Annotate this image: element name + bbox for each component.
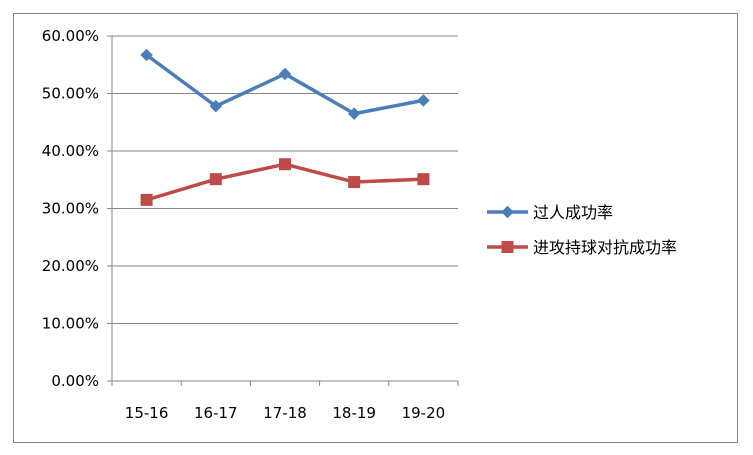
y-tick-label: 60.00% xyxy=(42,27,99,45)
data-point xyxy=(140,193,153,206)
legend-marker xyxy=(501,205,514,219)
y-axis-tick-labels: 0.00% 10.00% 20.00% 30.00% 40.00% 50.00% 60.00… xyxy=(42,27,99,390)
data-point xyxy=(209,99,223,113)
y-tick-label: 50.00% xyxy=(42,85,99,103)
legend-entry: 过人成功率 xyxy=(487,203,613,222)
series-line xyxy=(145,53,424,116)
y-tick-label: 30.00% xyxy=(42,200,99,218)
data-point xyxy=(417,94,430,107)
x-tick-label: 19-20 xyxy=(402,404,446,422)
data-point xyxy=(140,48,153,62)
y-tick-label: 20.00% xyxy=(42,257,99,275)
x-axis-tick-labels: 15-16 16-17 17-18 18-19 19-20 xyxy=(125,404,445,422)
data-point xyxy=(209,173,222,186)
legend-entry: 进攻持球对抗成功率 xyxy=(487,238,677,257)
legend-label: 进攻持球对抗成功率 xyxy=(533,238,677,257)
x-tick-label: 15-16 xyxy=(125,404,169,422)
legend-label: 过人成功率 xyxy=(533,203,613,222)
series-2 xyxy=(140,158,430,206)
y-tick-label: 0.00% xyxy=(51,372,99,390)
legend-marker xyxy=(501,241,514,253)
x-tick-label: 18-19 xyxy=(332,404,376,422)
x-tick-label: 16-17 xyxy=(194,404,238,422)
x-tick-label: 17-18 xyxy=(263,404,307,422)
data-point xyxy=(279,158,291,171)
data-point xyxy=(417,173,430,186)
axes xyxy=(107,35,459,386)
chart-frame xyxy=(13,13,738,443)
series xyxy=(140,48,430,206)
series-1 xyxy=(140,48,430,120)
data-point xyxy=(278,67,292,81)
gridlines xyxy=(112,35,458,324)
data-point xyxy=(348,176,361,189)
data-point xyxy=(347,107,361,120)
y-tick-label: 40.00% xyxy=(42,142,99,160)
y-tick-label: 10.00% xyxy=(42,315,99,333)
